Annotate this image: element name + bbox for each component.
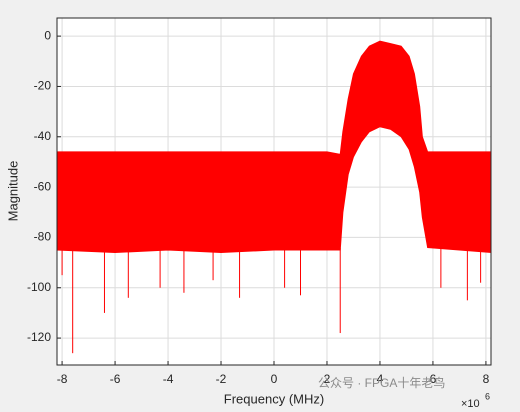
y-tick-label: -20 bbox=[34, 79, 52, 93]
x-tick-label: -6 bbox=[110, 372, 121, 386]
y-tick-label: -40 bbox=[34, 129, 52, 143]
x-tick-label: 6 bbox=[430, 372, 437, 386]
x-exponent: 6 bbox=[485, 391, 490, 401]
y-tick-label: 0 bbox=[44, 28, 51, 42]
x-tick-label: -4 bbox=[163, 372, 174, 386]
x-multiplier: ×10 bbox=[461, 398, 480, 410]
x-tick-label: -8 bbox=[57, 372, 68, 386]
y-tick-label: -60 bbox=[34, 179, 52, 193]
x-axis-label: Frequency (MHz) bbox=[224, 391, 324, 406]
x-tick-label: -2 bbox=[216, 372, 227, 386]
watermark: 公众号 · FPGA十年老鸟 bbox=[318, 375, 445, 390]
y-tick-label: -100 bbox=[27, 280, 51, 294]
axes-box bbox=[56, 17, 492, 366]
x-tick-label: 0 bbox=[271, 372, 278, 386]
x-tick-label: 2 bbox=[324, 372, 331, 386]
x-tick-label: 8 bbox=[483, 372, 490, 386]
y-tick-label: -80 bbox=[34, 230, 52, 244]
x-tick-label: 4 bbox=[377, 372, 384, 386]
y-axis-label: Magnitude bbox=[5, 161, 20, 222]
y-tick-label: -120 bbox=[27, 330, 51, 344]
